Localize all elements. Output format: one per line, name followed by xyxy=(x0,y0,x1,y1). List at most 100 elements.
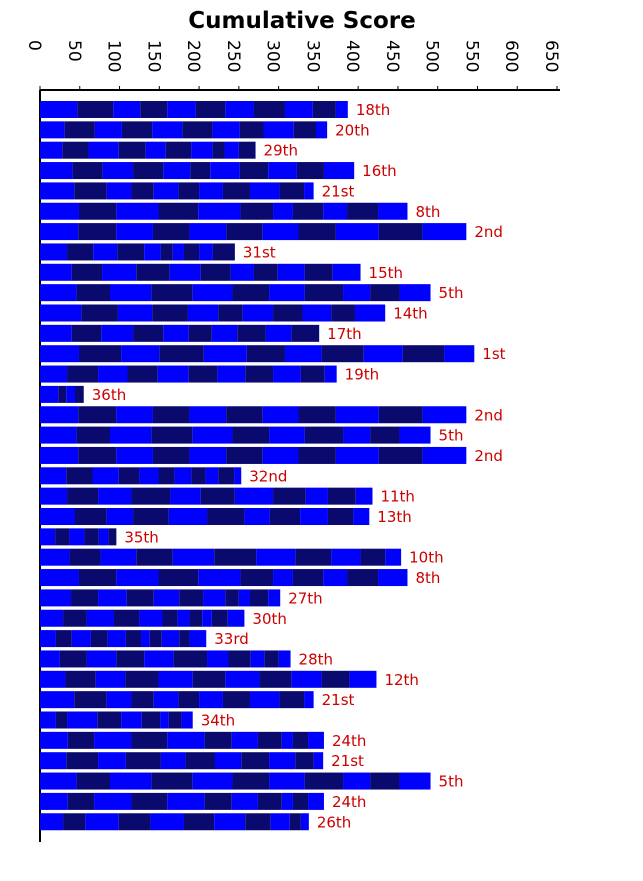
bar-segment xyxy=(121,345,160,363)
tick-label: 100 xyxy=(104,40,124,72)
bar-segment xyxy=(183,813,215,831)
bar-segment xyxy=(183,243,200,261)
bar-row xyxy=(40,772,431,790)
rank-label: 5th xyxy=(439,427,464,445)
bar-segment xyxy=(144,650,174,668)
bar-segment xyxy=(77,101,114,118)
rank-label: 16th xyxy=(362,162,396,180)
bar-segment xyxy=(40,772,77,790)
tick-label: 550 xyxy=(461,40,481,72)
bar-segment xyxy=(151,772,193,790)
bar-segment xyxy=(101,324,134,342)
bar-segment xyxy=(227,609,245,627)
rank-label: 21st xyxy=(331,752,364,770)
bar-segment xyxy=(244,508,270,525)
bar-segment xyxy=(370,772,400,790)
bar-segment xyxy=(173,650,208,668)
bar-segment xyxy=(335,223,379,241)
bar-row xyxy=(40,630,207,648)
bar-row xyxy=(40,182,314,200)
bar-segment xyxy=(214,548,257,566)
bar-segment xyxy=(240,569,274,587)
bar-segment xyxy=(292,569,324,587)
bar-segment xyxy=(296,162,324,180)
bar-row xyxy=(40,426,431,444)
bar-segment xyxy=(117,304,153,322)
bar-segment xyxy=(225,670,260,688)
rank-label: 1st xyxy=(482,345,505,363)
bar-segment xyxy=(90,630,108,648)
bar-segment xyxy=(189,630,207,648)
bar-segment xyxy=(370,284,400,302)
bar-segment xyxy=(165,141,192,159)
bar-segment xyxy=(106,691,132,709)
bar-segment xyxy=(264,650,279,668)
bar-segment xyxy=(163,324,189,342)
bar-row xyxy=(40,243,235,261)
bar-segment xyxy=(279,691,305,709)
bar-segment xyxy=(218,304,243,322)
bar-segment xyxy=(76,284,110,302)
bar-segment xyxy=(277,263,305,281)
bar-segment xyxy=(304,772,344,790)
bar-segment xyxy=(181,711,193,729)
bar-segment xyxy=(98,528,109,546)
bar-segment xyxy=(121,711,142,729)
bar-segment xyxy=(192,772,233,790)
bar-segment xyxy=(92,467,119,485)
bar-segment xyxy=(185,752,215,770)
bar-segment xyxy=(200,487,235,505)
bar-segment xyxy=(78,446,117,464)
bar-segment xyxy=(402,345,445,363)
rank-label: 27th xyxy=(288,589,322,607)
bar-segment xyxy=(40,406,79,424)
bar-segment xyxy=(40,467,67,485)
bar-row xyxy=(40,813,309,831)
bar-segment xyxy=(273,569,293,587)
bar-segment xyxy=(40,304,82,322)
bar-segment xyxy=(76,426,110,444)
bar-segment xyxy=(262,406,299,424)
bar-segment xyxy=(40,263,72,281)
bar-segment xyxy=(127,365,158,383)
bar-segment xyxy=(78,569,117,587)
bar-row xyxy=(40,101,348,118)
bar-segment xyxy=(158,467,175,485)
bar-segment xyxy=(55,528,70,546)
bar-row xyxy=(40,162,355,180)
bar-segment xyxy=(118,813,151,831)
bar-segment xyxy=(385,548,402,566)
bar-segment xyxy=(238,141,256,159)
bar-segment xyxy=(117,243,145,261)
bar-segment xyxy=(106,182,132,200)
bar-segment xyxy=(188,365,218,383)
bar-segment xyxy=(67,792,95,810)
bar-segment xyxy=(234,467,242,485)
bar-segment xyxy=(40,223,79,241)
bar-row xyxy=(40,324,320,342)
bar-segment xyxy=(284,101,313,118)
bar-segment xyxy=(151,284,193,302)
bar-segment xyxy=(66,752,99,770)
bar-segment xyxy=(207,508,245,525)
bar-segment xyxy=(69,548,101,566)
bar-segment xyxy=(74,508,107,525)
bar-segment xyxy=(162,609,178,627)
bar-segment xyxy=(240,202,274,220)
bar-row xyxy=(40,202,408,220)
bar-segment xyxy=(399,772,431,790)
rank-label: 33rd xyxy=(214,630,249,648)
bar-segment xyxy=(109,772,152,790)
bar-segment xyxy=(116,650,145,668)
bar-segment xyxy=(232,284,270,302)
bar-segment xyxy=(71,263,103,281)
bar-segment xyxy=(81,304,118,322)
bar-segment xyxy=(153,182,179,200)
bar-segment xyxy=(98,752,126,770)
bar-segment xyxy=(199,182,223,200)
rank-label: 12th xyxy=(384,671,418,689)
bar-segment xyxy=(69,528,85,546)
bar-segment xyxy=(88,141,119,159)
bar-segment xyxy=(40,670,66,688)
tick-label: 650 xyxy=(541,40,561,72)
